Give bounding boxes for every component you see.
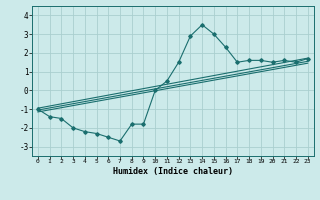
- X-axis label: Humidex (Indice chaleur): Humidex (Indice chaleur): [113, 167, 233, 176]
